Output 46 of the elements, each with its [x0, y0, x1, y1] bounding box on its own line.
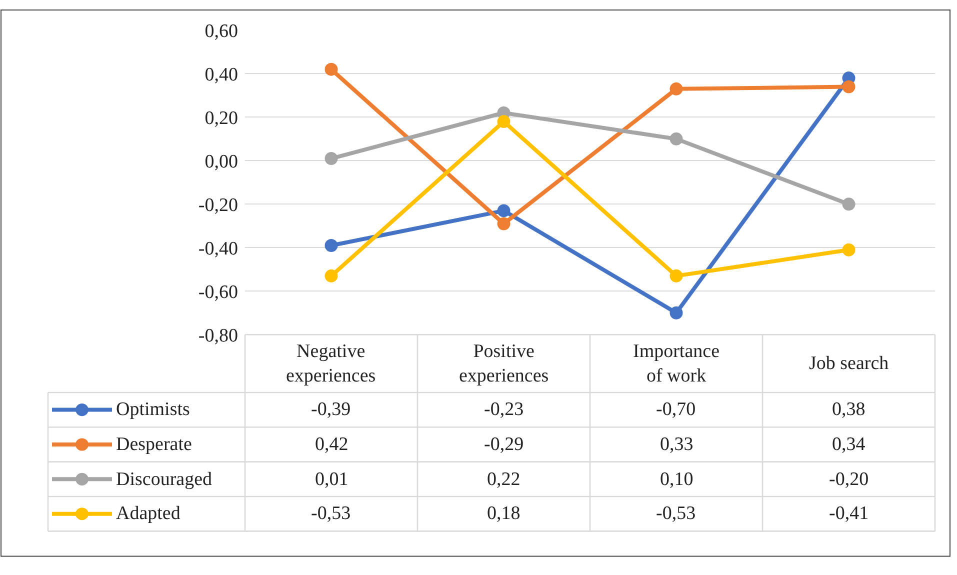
y-tick-label: -0,80	[198, 325, 238, 346]
data-label: -0,20	[829, 469, 869, 490]
data-label: 0,18	[487, 503, 520, 524]
data-label: -0,70	[656, 399, 696, 420]
data-label: -0,29	[484, 434, 524, 455]
point	[842, 198, 856, 211]
data-label: 0,33	[660, 434, 694, 455]
data-label: 0,38	[832, 399, 866, 420]
y-tick-label: 0,00	[204, 151, 238, 172]
data-label: -0,39	[311, 399, 351, 420]
data-label: 0,10	[660, 469, 694, 490]
data-label: -0,53	[656, 503, 696, 524]
y-tick-label: 0,40	[204, 64, 238, 86]
point	[497, 204, 510, 218]
data-label: -0,41	[829, 503, 869, 524]
data-label: -0,53	[311, 503, 351, 524]
point	[842, 243, 856, 256]
y-tick-label: -0,20	[198, 194, 238, 216]
data-label: 0,34	[832, 434, 866, 455]
x-tick-label: Job search	[809, 353, 890, 374]
data-label: 0,42	[315, 434, 348, 455]
point	[670, 269, 683, 282]
y-tick-label: -0,60	[198, 282, 238, 303]
y-tick-label: 0,60	[204, 20, 238, 42]
point	[497, 217, 510, 230]
x-tick-label: Negative experiences	[286, 341, 376, 387]
legend-label: Optimists	[116, 399, 190, 420]
point	[324, 238, 338, 252]
data-label: 0,01	[315, 469, 348, 490]
y-tick-label: -0,40	[198, 238, 238, 260]
x-tick-label: Positive experiences	[459, 341, 549, 387]
point	[670, 132, 683, 146]
legend-label: Desperate	[116, 434, 192, 455]
legend-label: Discouraged	[116, 469, 213, 490]
data-label: 0,22	[487, 469, 520, 490]
y-tick-label: 0,20	[204, 108, 238, 129]
point	[842, 80, 856, 94]
point	[497, 115, 510, 128]
legend-label: Adapted	[116, 503, 181, 524]
data-label: -0,23	[484, 399, 524, 420]
point	[324, 152, 338, 165]
x-tick-label: Importance of work	[633, 341, 720, 387]
point	[324, 269, 338, 282]
point	[324, 62, 338, 76]
point	[670, 82, 683, 96]
point	[670, 306, 683, 320]
